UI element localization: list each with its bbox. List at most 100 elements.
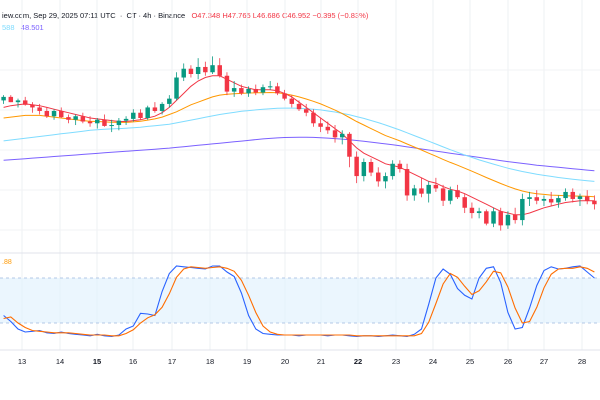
candle-body: [73, 116, 78, 120]
candle: [210, 56, 215, 74]
candle: [167, 95, 172, 108]
candle-body: [577, 196, 583, 199]
candle-body: [239, 88, 244, 94]
candle-body: [404, 169, 410, 196]
candle-body: [66, 117, 71, 120]
candle: [455, 184, 460, 199]
candle-body: [87, 121, 93, 124]
candle: [8, 95, 14, 103]
candle-body: [520, 198, 525, 221]
candle-body: [231, 88, 237, 92]
candle-body: [195, 66, 201, 74]
candle: [267, 81, 273, 90]
stoch-band: [0, 277, 600, 324]
candle: [224, 72, 230, 96]
candle-body: [484, 211, 489, 224]
x-tick-label: 13: [18, 357, 26, 366]
x-tick-label: 16: [129, 357, 137, 366]
candle: [476, 207, 482, 219]
candle-body: [102, 119, 107, 126]
candle-body: [275, 86, 280, 94]
candle: [570, 188, 576, 203]
candle: [563, 188, 568, 201]
candle: [95, 118, 100, 129]
candle: [131, 109, 136, 122]
x-tick-label: 25: [466, 357, 474, 366]
high-value: H47.765: [222, 11, 251, 20]
candle: [332, 125, 338, 143]
candle-body: [354, 156, 359, 177]
candle: [534, 190, 539, 205]
x-tick-label: 26: [504, 357, 512, 366]
candle: [361, 158, 367, 182]
ma-line-vlong: [3, 136, 595, 172]
candle-body: [469, 207, 475, 214]
candle: [339, 130, 345, 145]
x-tick-label: 22: [354, 357, 362, 366]
candle: [311, 109, 316, 127]
candle-body: [289, 98, 295, 104]
candle-body: [548, 198, 554, 203]
candle-body: [159, 103, 165, 111]
candle: [390, 160, 395, 180]
candle: [498, 207, 503, 231]
symbol-text: CT · 4h · Binance: [126, 11, 186, 20]
candle: [412, 184, 417, 201]
candle-body: [462, 197, 467, 208]
close-value: C46.952: [281, 11, 311, 20]
candle: [541, 195, 547, 206]
candle-body: [368, 162, 374, 173]
candle-body: [30, 104, 35, 108]
candle-body: [37, 107, 42, 111]
ma-legend: 588 48.501: [2, 23, 44, 32]
candle-body: [347, 133, 352, 157]
candle: [44, 107, 50, 118]
ma-line-long: [3, 107, 595, 182]
candle: [484, 209, 489, 226]
candle: [520, 193, 525, 226]
candle: [448, 186, 453, 205]
candle: [22, 96, 28, 106]
candle-body: [376, 172, 381, 182]
candle: [188, 65, 194, 78]
source-text: iew.com, Sep 29, 2025 07:11 UTC: [2, 11, 116, 20]
candle: [404, 163, 410, 201]
candle-body: [505, 214, 511, 226]
candle: [556, 195, 561, 208]
candle: [383, 172, 388, 189]
stoch-lines: [3, 265, 595, 338]
candle-body: [246, 88, 251, 94]
candle-body: [303, 109, 309, 113]
candle-body: [325, 126, 331, 131]
candle-body: [282, 93, 287, 99]
candle: [260, 84, 266, 96]
ma-line-mid: [3, 91, 595, 198]
candle: [397, 160, 403, 173]
candle: [318, 118, 323, 133]
candle-body: [51, 110, 57, 117]
candle: [203, 61, 208, 76]
candle: [15, 98, 21, 108]
candle-body: [109, 125, 114, 127]
candle-body: [260, 87, 266, 93]
candle-body: [8, 96, 14, 103]
candle-body: [131, 112, 136, 119]
candle-body: [584, 196, 590, 201]
stoch-overbought-oversold-band: [0, 278, 600, 323]
candle-body: [390, 163, 395, 177]
candle-body: [138, 112, 143, 118]
candle-body: [22, 100, 28, 105]
x-tick-label: 21: [317, 357, 325, 366]
candle: [462, 193, 467, 214]
candle-body: [332, 130, 338, 138]
candle: [426, 181, 431, 203]
candle-body: [448, 190, 453, 201]
candle: [419, 177, 424, 198]
candle-body: [267, 86, 273, 88]
candle: [109, 119, 114, 133]
candle: [66, 114, 71, 124]
candle-body: [296, 103, 302, 110]
x-axis: 13 14 15 16 17 18 19 20 21 22 23 24 25 26 27 28: [18, 357, 586, 366]
x-tick-label: 24: [429, 357, 437, 366]
